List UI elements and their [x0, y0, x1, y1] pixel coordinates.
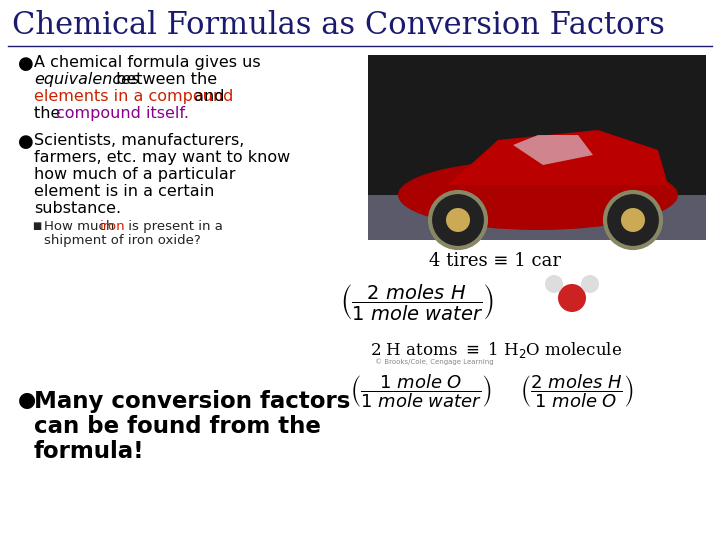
Text: © Brooks/Cole, Cengage Learning: © Brooks/Cole, Cengage Learning: [375, 358, 494, 365]
Circle shape: [621, 208, 645, 232]
Circle shape: [430, 192, 486, 248]
Text: formula!: formula!: [34, 440, 145, 463]
Text: elements in a compound: elements in a compound: [34, 89, 233, 104]
Circle shape: [605, 192, 661, 248]
Text: ●: ●: [18, 133, 34, 151]
Circle shape: [581, 275, 599, 293]
Text: the: the: [34, 106, 66, 121]
Circle shape: [558, 284, 586, 312]
Text: ●: ●: [18, 390, 36, 410]
Text: Scientists, manufacturers,: Scientists, manufacturers,: [34, 133, 244, 148]
Bar: [368, 195, 706, 240]
Text: compound itself.: compound itself.: [56, 106, 189, 121]
Text: element is in a certain: element is in a certain: [34, 184, 215, 199]
Text: ■: ■: [32, 221, 41, 231]
Text: and: and: [189, 89, 225, 104]
Text: equivalences: equivalences: [34, 72, 140, 87]
Text: farmers, etc. may want to know: farmers, etc. may want to know: [34, 150, 290, 165]
Text: A chemical formula gives us: A chemical formula gives us: [34, 55, 261, 70]
Text: is present in a: is present in a: [124, 220, 223, 233]
Polygon shape: [448, 130, 668, 185]
Text: iron: iron: [100, 220, 125, 233]
Text: substance.: substance.: [34, 201, 121, 216]
Text: shipment of iron oxide?: shipment of iron oxide?: [44, 234, 201, 247]
Polygon shape: [513, 135, 593, 165]
Text: How much: How much: [44, 220, 119, 233]
Circle shape: [446, 208, 470, 232]
Text: Chemical Formulas as Conversion Factors: Chemical Formulas as Conversion Factors: [12, 10, 665, 41]
Bar: [368, 55, 706, 240]
Text: between the: between the: [111, 72, 217, 87]
Text: how much of a particular: how much of a particular: [34, 167, 235, 182]
Text: $\left(\dfrac{1\ \mathit{mole}\ \mathit{O}}{1\ \mathit{mole}\ \mathit{water}}\ri: $\left(\dfrac{1\ \mathit{mole}\ \mathit{…: [350, 372, 492, 410]
Text: ●: ●: [18, 55, 34, 73]
Text: $\left(\dfrac{2\ \mathit{moles}\ \mathit{H}}{1\ \mathit{mole}\ \mathit{O}}\right: $\left(\dfrac{2\ \mathit{moles}\ \mathit…: [520, 372, 634, 410]
Ellipse shape: [398, 160, 678, 230]
Text: Many conversion factors: Many conversion factors: [34, 390, 351, 413]
Text: 4 tires ≡ 1 car: 4 tires ≡ 1 car: [429, 252, 561, 270]
Text: $\left(\dfrac{2\ \mathit{moles}\ \mathit{H}}{1\ \mathit{mole}\ \mathit{water}}\r: $\left(\dfrac{2\ \mathit{moles}\ \mathit…: [340, 283, 494, 323]
Text: can be found from the: can be found from the: [34, 415, 321, 438]
Circle shape: [545, 275, 563, 293]
Text: 2 H atoms $\equiv$ 1 H$_2$O molecule: 2 H atoms $\equiv$ 1 H$_2$O molecule: [370, 340, 622, 360]
